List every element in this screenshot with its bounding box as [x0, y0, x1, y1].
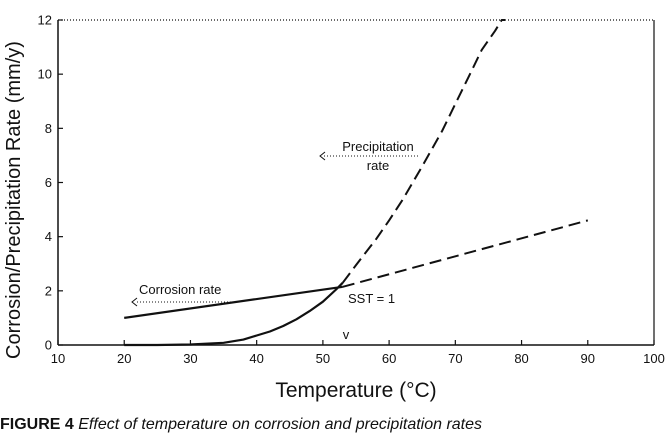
x-axis-ticks: 10 20 30 40 50 60 70 80 90 100	[51, 340, 665, 366]
precipitation-arrow-head	[319, 151, 326, 161]
x-tick-label: 50	[316, 351, 330, 366]
annotation-sst: SST = 1	[348, 291, 395, 306]
annotation-precipitation-line2: rate	[367, 158, 389, 173]
annotation-precipitation: Precipitation rate	[319, 139, 420, 173]
y-tick-label: 10	[38, 67, 52, 82]
y-tick-label: 8	[45, 121, 52, 136]
x-tick-label: 100	[643, 351, 665, 366]
y-tick-label: 12	[38, 13, 52, 28]
corrosion-arrow-head	[131, 297, 138, 307]
precipitation-rate-line-solid	[124, 281, 344, 347]
x-tick-label: 40	[249, 351, 263, 366]
y-tick-label: 0	[45, 338, 52, 353]
x-tick-label: 20	[117, 351, 131, 366]
figure-caption: FIGURE 4 Effect of temperature on corros…	[0, 416, 666, 434]
x-axis-label: Temperature (°C)	[275, 379, 436, 402]
y-tick-label: 2	[45, 283, 52, 298]
y-axis-label: Corrosion/Precipitation Rate (mm/y)	[3, 41, 25, 359]
precipitation-rate-line-dashed	[341, 19, 505, 284]
y-tick-label: 6	[45, 175, 52, 190]
annotation-precipitation-line1: Precipitation	[342, 139, 414, 154]
x-tick-label: 80	[514, 351, 528, 366]
caption-figure-number: FIGURE 4	[0, 416, 74, 433]
caption-text: Effect of temperature on corrosion and p…	[78, 416, 483, 433]
annotation-corrosion: Corrosion rate	[131, 282, 240, 307]
y-tick-label: 4	[45, 229, 52, 244]
x-tick-label: 60	[382, 351, 396, 366]
x-tick-label: 70	[448, 351, 462, 366]
x-tick-label: 10	[51, 351, 65, 366]
y-axis-ticks: 0 2 4 6 8 10 12	[38, 13, 63, 353]
annotation-v-marker: v	[343, 327, 350, 342]
corrosion-rate-line-dashed	[342, 219, 589, 288]
x-tick-label: 90	[581, 351, 595, 366]
x-tick-label: 30	[183, 351, 197, 366]
annotation-corrosion-label: Corrosion rate	[139, 282, 221, 297]
